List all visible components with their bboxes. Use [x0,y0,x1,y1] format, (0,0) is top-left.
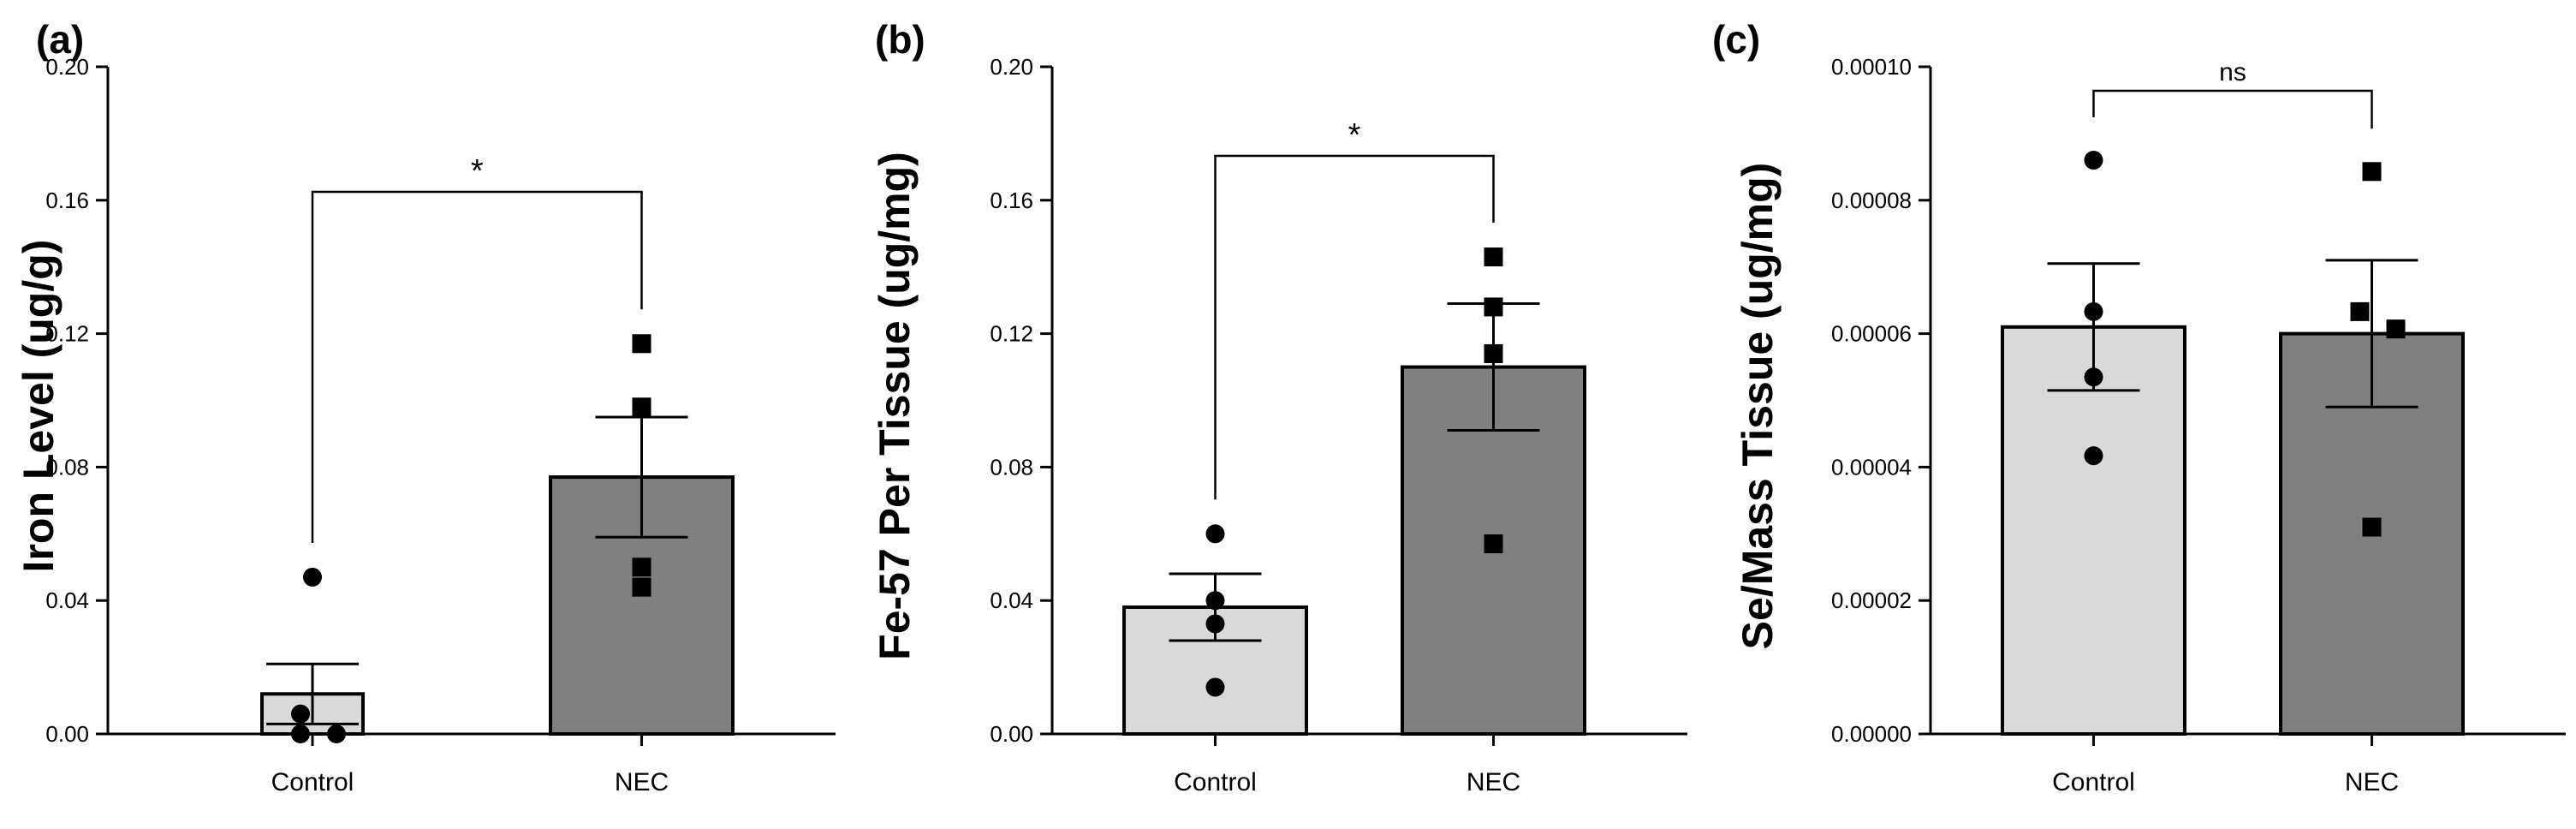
x-tick-label: NEC [2345,768,2399,796]
y-tick-label: 0.12 [990,321,1033,347]
bar-control [2001,325,2186,736]
y-tick-label: 0.04 [990,587,1033,613]
y-tick-label: 0.00008 [1831,188,1912,213]
data-point-square [1484,297,1503,317]
data-point-circle [1205,591,1225,611]
data-point-circle [1205,614,1225,634]
y-tick-label: 0.08 [45,454,89,480]
y-tick-label: 0.16 [45,188,89,213]
panel-label: (c) [1712,17,1760,62]
data-point-circle [1205,677,1225,697]
data-point-square [632,334,651,354]
y-tick-label: 0.16 [990,188,1033,213]
significance-label: * [1348,117,1361,153]
data-point-square [632,558,651,577]
x-tick-label: Control [1174,768,1257,796]
y-tick-label: 0.00006 [1831,321,1912,347]
data-point-circle [2084,151,2103,170]
data-point-square [632,397,651,417]
significance-label: * [471,153,484,189]
data-point-square [1484,343,1503,363]
y-tick-label: 0.00002 [1831,587,1912,613]
y-axis-label: Fe-57 Per Tissue (ug/mg) [871,152,919,660]
x-tick-label: Control [2052,768,2135,796]
data-point-circle [291,725,310,743]
panel-label: (b) [875,17,925,62]
data-point-square [2350,301,2370,321]
data-point-circle [1205,524,1225,544]
data-point-circle [291,704,310,724]
x-tick-label: NEC [615,768,669,796]
significance-bracket [311,190,643,543]
y-tick-label: 0.00 [45,721,89,747]
y-tick-label: 0.00000 [1831,721,1912,747]
data-point-square [2362,162,2382,182]
y-axis-label: Iron Level (ug/g) [15,240,62,573]
y-tick-label: 0.04 [45,587,89,613]
y-tick-label: 0.00004 [1831,454,1912,480]
y-tick-label: 0.12 [45,321,89,347]
x-tick-label: NEC [1466,768,1520,796]
significance-bracket [1214,154,1495,500]
y-tick-label: 0.20 [990,54,1033,80]
y-axis-label: Se/Mass Tissue (ug/mg) [1734,163,1782,650]
data-point-circle [2084,367,2103,387]
x-tick-label: Control [271,768,354,796]
data-point-circle [2084,446,2103,466]
data-point-square [632,577,651,597]
data-point-circle [2084,301,2103,321]
significance-bracket [2092,89,2373,129]
data-point-square [2362,517,2382,537]
data-point-square [1484,534,1503,553]
data-point-circle [303,567,322,587]
y-tick-label: 0.20 [45,54,89,80]
y-tick-label: 0.08 [990,454,1033,480]
panel-label: (a) [36,17,84,62]
data-point-circle [327,725,346,743]
y-tick-label: 0.00 [990,721,1033,747]
significance-label: ns [2219,58,2246,86]
y-tick-label: 0.00010 [1831,54,1912,80]
data-point-square [1484,248,1503,267]
data-point-square [2386,319,2406,339]
